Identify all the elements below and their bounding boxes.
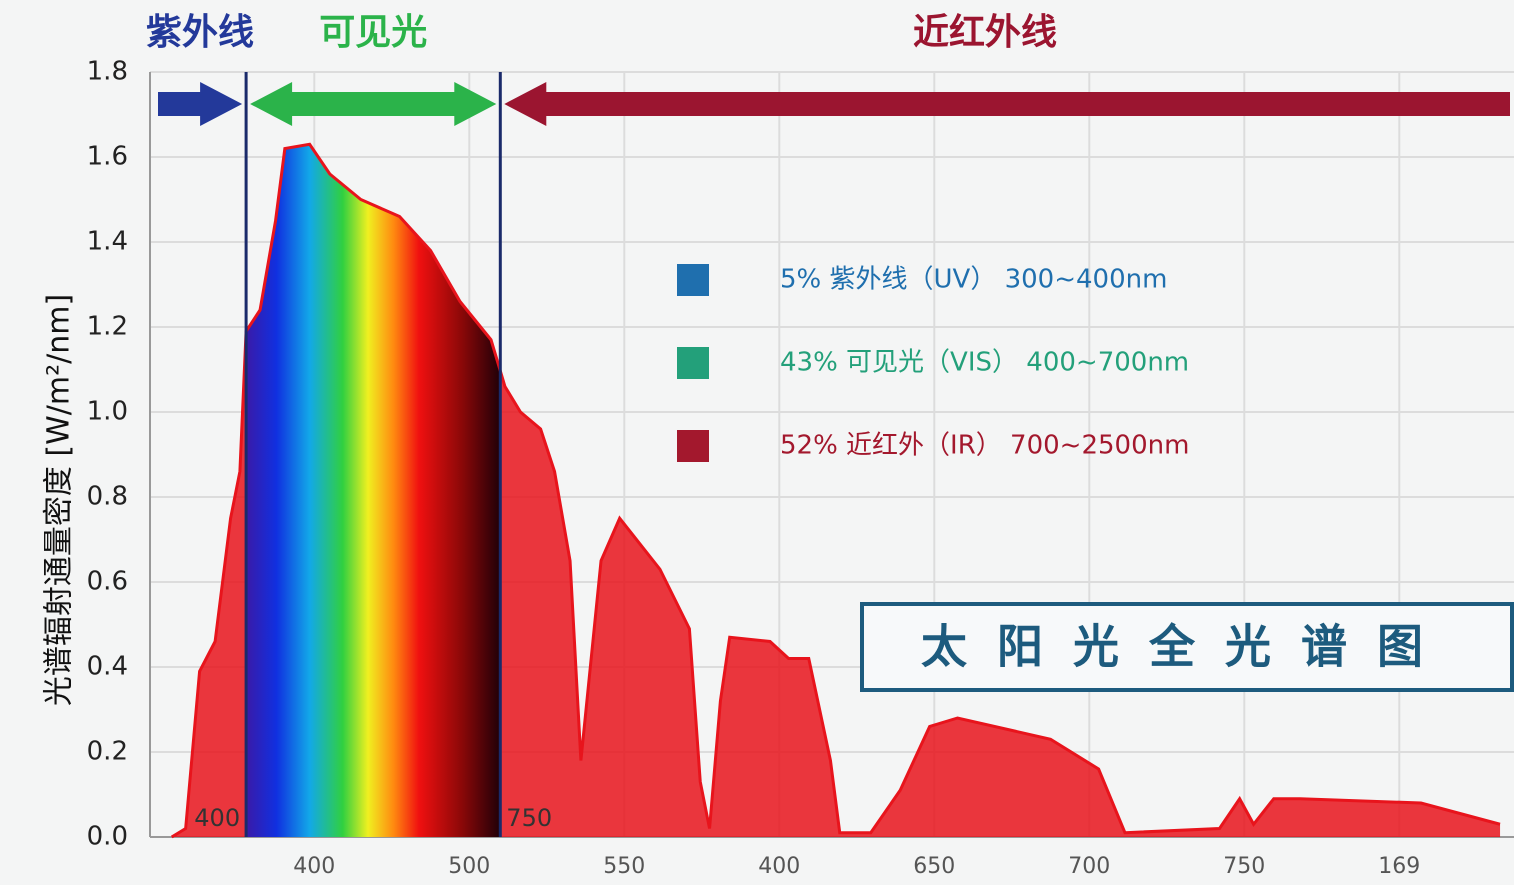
visible-spectrum xyxy=(246,144,501,837)
y-tick-label: 1.6 xyxy=(87,142,128,172)
y-tick-label: 1.8 xyxy=(87,57,128,87)
legend-label: 5% 紫外线（UV） 300~400nm xyxy=(780,265,1167,295)
boundary-label: 400 xyxy=(194,804,240,832)
region-arrow xyxy=(504,82,1510,126)
x-tick-label: 650 xyxy=(913,854,955,879)
y-tick-label: 1.4 xyxy=(87,227,128,257)
x-tick-label: 550 xyxy=(603,854,645,879)
x-tick-label: 400 xyxy=(758,854,800,879)
x-tick-label: 500 xyxy=(448,854,490,879)
y-axis-label: 光谱辐射通量密度 [W/m²/nm] xyxy=(42,294,77,706)
x-tick-label: 700 xyxy=(1068,854,1110,879)
legend-label: 43% 可见光（VIS） 400~700nm xyxy=(780,348,1189,378)
spectrum-line xyxy=(170,142,1501,839)
legend-swatch xyxy=(677,430,709,462)
boundary-label: 750 xyxy=(506,804,552,832)
legend-label: 52% 近红外（IR） 700~2500nm xyxy=(780,431,1189,461)
title-box xyxy=(860,602,1514,692)
area xyxy=(171,144,1501,837)
legend-swatch xyxy=(677,347,709,379)
chart-title: 太阳光全光谱图 xyxy=(921,620,1453,674)
legend-swatch xyxy=(677,264,709,296)
y-tick-label: 0.8 xyxy=(87,482,128,512)
y-tick-label: 0.0 xyxy=(87,822,128,852)
region-label: 可见光 xyxy=(319,12,427,53)
x-tick-label: 400 xyxy=(293,854,335,879)
x-tick-label: 169 xyxy=(1378,854,1420,879)
region-arrow xyxy=(158,82,243,126)
y-tick-label: 0.6 xyxy=(87,567,128,597)
region-arrow xyxy=(250,82,497,126)
y-tick-label: 0.4 xyxy=(87,652,128,682)
region-label: 紫外线 xyxy=(146,12,254,53)
region-label: 近红外线 xyxy=(913,12,1057,53)
x-tick-label: 750 xyxy=(1223,854,1265,879)
y-tick-label: 0.2 xyxy=(87,737,128,767)
y-tick-label: 1.2 xyxy=(87,312,128,342)
y-tick-label: 1.0 xyxy=(87,397,128,427)
